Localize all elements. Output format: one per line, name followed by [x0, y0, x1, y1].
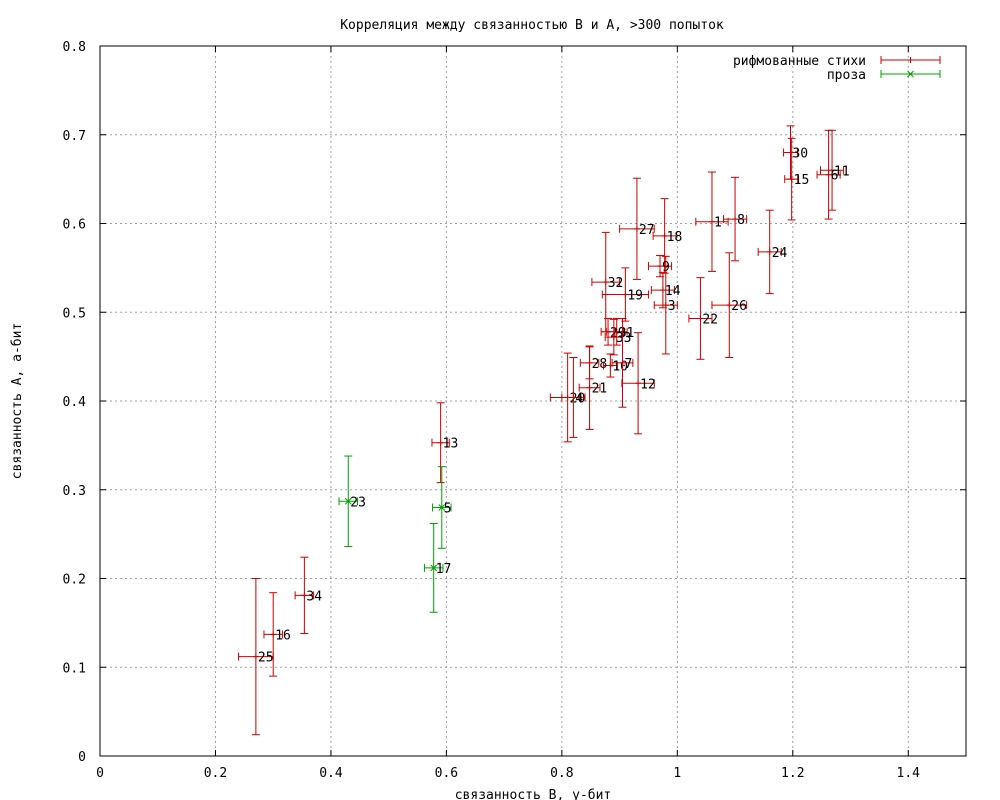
series-2: 23 5 17 — [338, 455, 452, 613]
legend-entry: проза — [827, 68, 941, 83]
y-tick-label: 0.3 — [63, 484, 86, 499]
plot-area: 1116301582427189321914326223129332810721… — [238, 125, 850, 736]
data-label: 16 — [275, 628, 291, 643]
y-tick-label: 0.6 — [63, 218, 86, 233]
data-label: 23 — [350, 495, 366, 510]
x-tick-label: 0.2 — [204, 766, 227, 781]
y-tick-label: 0 — [78, 750, 86, 765]
data-label: 5 — [444, 502, 452, 517]
data-label: 18 — [667, 230, 683, 245]
x-tick-label: 1.4 — [897, 766, 921, 781]
data-label: 22 — [702, 312, 718, 327]
grid — [100, 46, 966, 756]
data-label: 26 — [731, 299, 747, 314]
data-point-marker — [344, 497, 352, 505]
x-tick-label: 1 — [673, 766, 681, 781]
data-label: 27 — [639, 223, 655, 238]
data-label: 30 — [792, 147, 808, 162]
y-tick-label: 0.5 — [63, 306, 86, 321]
x-axis-label: связанность B, у-бит — [455, 788, 612, 800]
data-point-marker — [438, 504, 446, 511]
y-tick-label: 0.4 — [63, 395, 87, 410]
chart-title: Корреляция между связанностью B и A, >30… — [340, 18, 724, 33]
data-label: 4 — [575, 391, 583, 406]
plot-frame — [99, 45, 967, 757]
axis-ticks: 0 0.2 0.4 0.6 0.8 1 1.2 1.4 0 0.1 0.2 0.3 0.4 0.5 0.6 0… — [63, 40, 966, 781]
x-tick-label: 0.4 — [319, 766, 343, 781]
data-label: 21 — [592, 382, 608, 397]
legend-entry: рифмованные стихи — [733, 54, 941, 69]
data-label: 32 — [608, 276, 624, 291]
x-tick-label: 0.6 — [435, 766, 458, 781]
x-tick-label: 0 — [96, 766, 104, 781]
data-label: 3 — [668, 299, 676, 314]
data-label: 14 — [665, 284, 681, 299]
data-label: 1 — [714, 216, 722, 231]
data-label: 6 — [831, 169, 839, 184]
y-axis-label: связанность A, а-бит — [10, 323, 25, 480]
data-label: 13 — [443, 437, 459, 452]
data-label: 19 — [627, 289, 643, 304]
y-tick-label: 0.8 — [63, 40, 86, 55]
series-1: 1116301582427189321914326223129332810721… — [238, 125, 850, 736]
legend-label: проза — [827, 68, 866, 83]
data-label: 24 — [772, 246, 788, 261]
y-tick-label: 0.7 — [63, 129, 86, 144]
x-tick-label: 0.8 — [550, 766, 573, 781]
data-label: 7 — [624, 357, 632, 372]
legend-label: рифмованные стихи — [733, 54, 866, 69]
data-point-marker — [430, 564, 438, 572]
x-tick-label: 1.2 — [781, 766, 804, 781]
data-label: 17 — [436, 562, 452, 577]
data-label: 25 — [258, 651, 274, 666]
legend-marker — [907, 70, 914, 78]
y-tick-label: 0.1 — [63, 661, 86, 676]
data-label: 8 — [737, 213, 745, 228]
data-label: 34 — [306, 589, 322, 604]
data-label: 15 — [794, 173, 810, 188]
data-label: 11 — [834, 164, 850, 179]
y-tick-label: 0.2 — [63, 573, 86, 588]
data-label: 33 — [616, 331, 632, 346]
data-label: 28 — [592, 357, 608, 372]
data-label: 12 — [640, 377, 656, 392]
